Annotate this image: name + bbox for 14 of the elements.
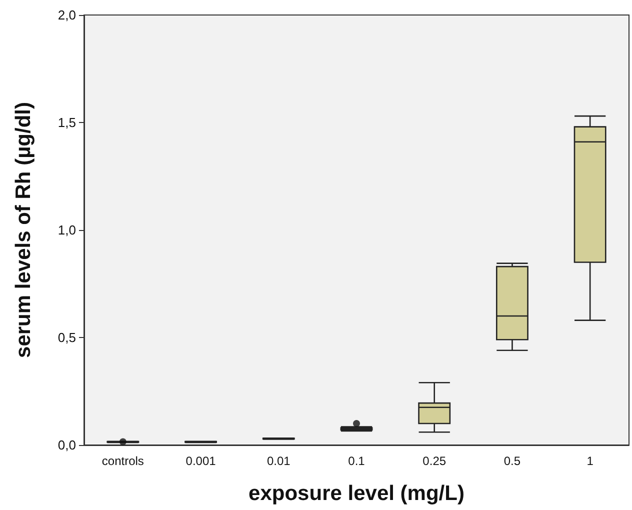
y-tick-label: 0,0 [58, 438, 76, 452]
y-tick-label: 2,0 [58, 8, 76, 22]
x-axis-title: exposure level (mg/L) [248, 482, 464, 505]
y-tick-label: 1,5 [58, 115, 76, 130]
x-tick-label: 0.1 [348, 454, 366, 468]
y-axis-title: serum levels of Rh (µg/dl) [12, 102, 35, 358]
x-tick-label: 0.01 [266, 454, 291, 468]
x-tick-label: 0.001 [186, 454, 216, 468]
x-tick-label: 0.5 [504, 454, 521, 468]
x-tick-label: 1 [586, 454, 594, 468]
y-tick-label: 0,5 [58, 330, 76, 345]
y-tick-label: 1,0 [58, 222, 76, 238]
x-tick-label: 0.25 [422, 454, 446, 468]
x-tick-label: controls [102, 454, 144, 468]
